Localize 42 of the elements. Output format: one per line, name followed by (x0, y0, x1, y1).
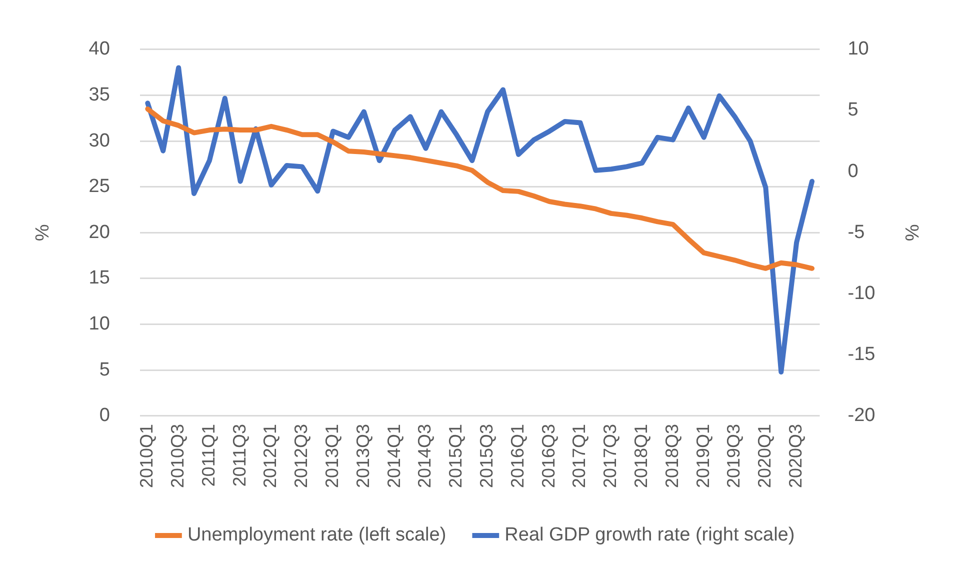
x-tick-label: 2010Q1 (136, 424, 157, 488)
x-tick-label: 2011Q1 (198, 424, 218, 487)
x-tick-label: 2019Q1 (692, 424, 713, 488)
x-tick-label: 2013Q1 (322, 424, 342, 488)
y2-tick-label: 5 (848, 100, 858, 121)
y2-tick-label: -5 (848, 222, 865, 243)
y-tick-label: 0 (99, 405, 110, 426)
y2-tick-label: -10 (848, 283, 876, 304)
x-tick-label: 2016Q1 (507, 424, 528, 488)
y-tick-label: 35 (88, 84, 110, 106)
y-axis-title: % (32, 224, 54, 242)
y-tick-label: 15 (88, 268, 110, 289)
y-tick-label: 25 (88, 176, 110, 198)
x-tick-label: 2020Q3 (786, 424, 806, 488)
x-tick-label: 2015Q1 (446, 424, 466, 488)
y2-axis-title: % (900, 224, 922, 242)
x-tick-label: 2012Q1 (260, 424, 280, 488)
y-tick-label: 10 (88, 314, 110, 335)
y-tick-label: 40 (88, 38, 110, 60)
x-tick-label: 2017Q1 (569, 424, 590, 488)
x-tick-label: 2012Q3 (291, 424, 312, 488)
x-tick-label: 2014Q1 (384, 424, 404, 488)
x-tick-label: 2011Q3 (229, 424, 250, 487)
y2-tick-label: 0 (848, 160, 858, 182)
x-tick-label: 2015Q3 (476, 424, 497, 488)
x-tick-label: 2010Q3 (168, 424, 188, 488)
x-tick-label: 2013Q3 (352, 424, 373, 488)
x-tick-label: 2018Q3 (662, 424, 682, 488)
x-tick-label: 2014Q3 (414, 424, 435, 488)
x-tick-label: 2019Q3 (724, 424, 744, 488)
x-tick-label: 2020Q1 (754, 424, 775, 488)
y-tick-label: 20 (88, 222, 110, 243)
legend-label: Real GDP growth rate (right scale) (504, 524, 795, 546)
y2-tick-label: -15 (848, 344, 876, 366)
y-tick-label: 30 (88, 130, 110, 152)
x-tick-label: 2017Q3 (600, 424, 620, 488)
legend-label: Unemployment rate (left scale) (187, 524, 446, 546)
y-tick-label: 5 (99, 359, 110, 380)
x-tick-label: 2016Q3 (538, 424, 558, 488)
x-tick-label: 2018Q1 (631, 424, 652, 488)
y2-tick-label: 10 (848, 38, 869, 60)
y2-tick-label: -20 (848, 405, 876, 426)
